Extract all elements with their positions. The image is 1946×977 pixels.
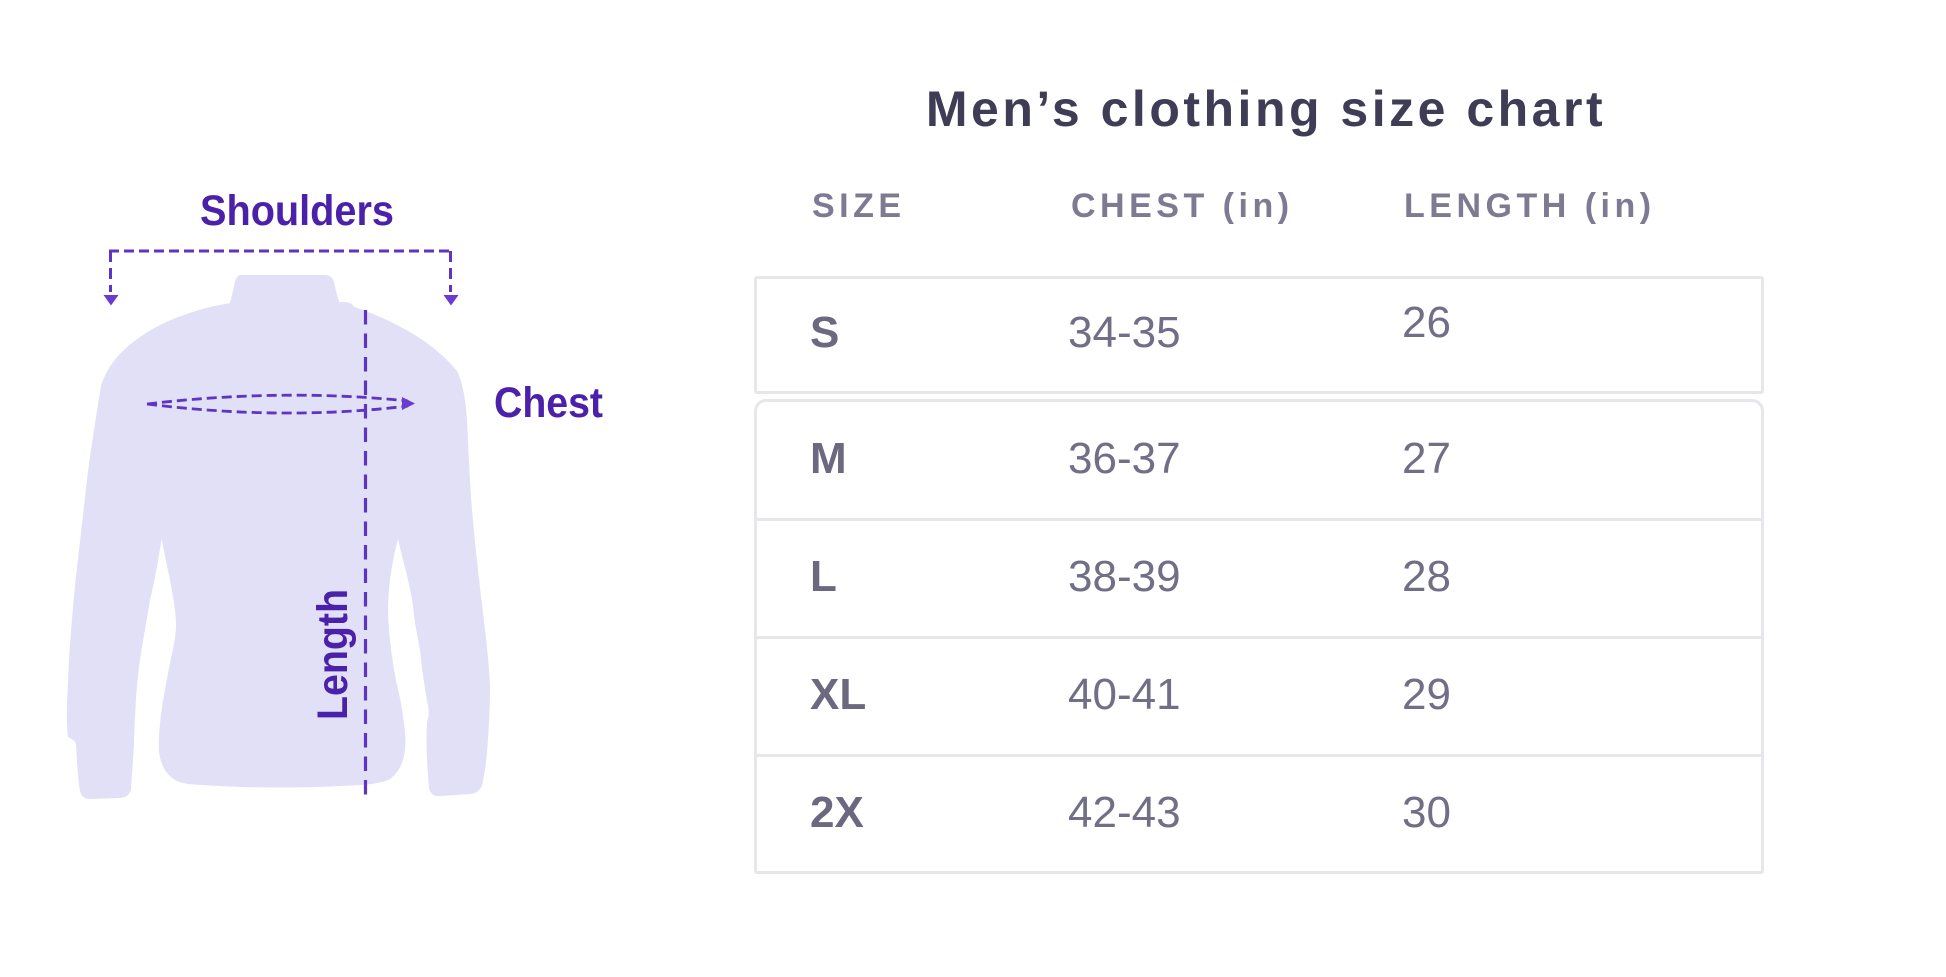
svg-text:Chest: Chest bbox=[494, 379, 603, 427]
svg-text:Shoulders: Shoulders bbox=[200, 187, 394, 235]
svg-text:Length: Length bbox=[309, 589, 357, 720]
